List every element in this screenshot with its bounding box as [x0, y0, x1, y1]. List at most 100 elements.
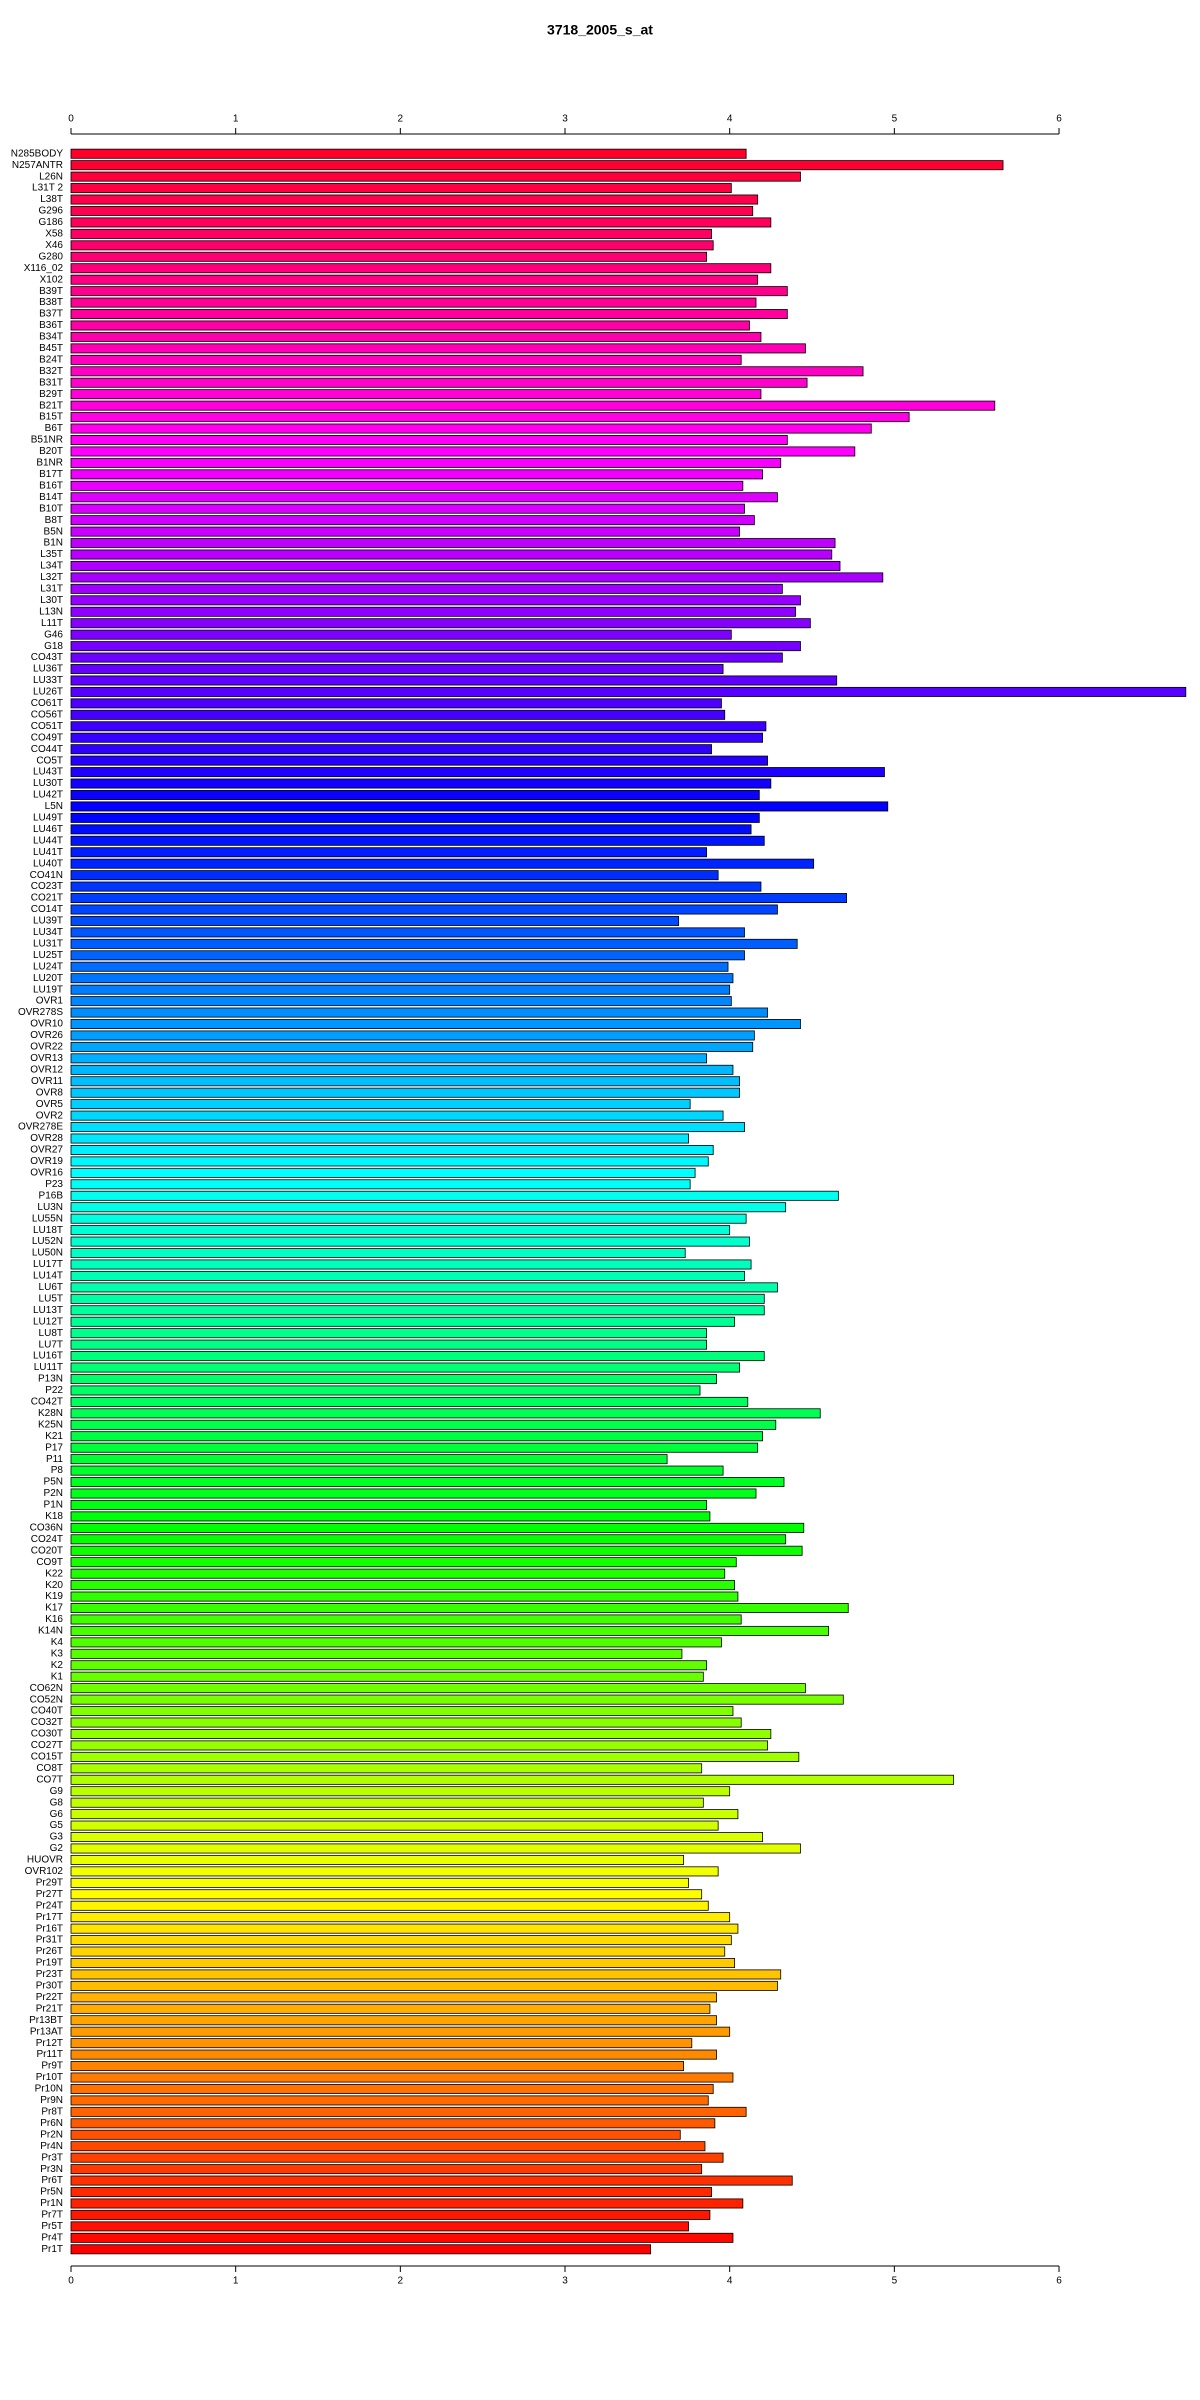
y-tick-label: OVR27 — [30, 1145, 63, 1156]
bar — [70, 595, 801, 606]
y-tick-label: P8 — [51, 1465, 64, 1476]
bar — [70, 2072, 734, 2083]
y-tick-label: G3 — [50, 1832, 64, 1843]
bar — [70, 194, 759, 205]
bar — [70, 1522, 805, 1533]
y-tick-label: P13N — [38, 1374, 63, 1385]
bar — [70, 973, 734, 984]
bar — [70, 1190, 839, 1201]
bar — [70, 228, 712, 239]
y-tick-label: CO32T — [31, 1717, 63, 1728]
bar — [70, 206, 754, 216]
bar — [70, 1637, 722, 1648]
y-tick-label: L34T — [40, 561, 63, 572]
y-tick-label: LU34T — [33, 927, 63, 938]
bar — [70, 1144, 714, 1155]
bar — [70, 1110, 724, 1121]
y-tick-label: CO5T — [36, 755, 63, 766]
y-tick-label: CO41N — [30, 870, 63, 881]
y-tick-label: CO42T — [31, 1397, 63, 1408]
bar — [70, 1225, 731, 1236]
bar — [70, 2152, 724, 2163]
y-tick-label: LU3N — [37, 1202, 63, 1213]
y-tick-label: OVR278S — [18, 1007, 63, 1018]
y-tick-label: K1 — [51, 1671, 64, 1682]
bar — [70, 1179, 691, 1190]
y-tick-label: Pr30T — [36, 1981, 63, 1992]
y-tick-label: CO14T — [31, 904, 63, 915]
y-tick-label: CO51T — [31, 721, 63, 732]
y-tick-label: CO27T — [31, 1740, 63, 1751]
bar — [70, 1122, 745, 1133]
x-tick-label: 4 — [727, 2276, 733, 2287]
bar — [70, 2015, 717, 2026]
bar — [70, 412, 910, 423]
y-tick-label: CO43T — [31, 652, 63, 663]
bar — [70, 1030, 755, 1041]
x-tick-label: 5 — [892, 2276, 898, 2287]
y-tick-label: B5N — [44, 526, 63, 537]
y-tick-label: B29T — [39, 389, 63, 400]
y-tick-label: LU17T — [33, 1259, 63, 1270]
bar — [70, 1465, 724, 1476]
y-tick-label: CO36N — [30, 1522, 63, 1533]
bar — [70, 549, 833, 560]
y-tick-label: K22 — [45, 1568, 63, 1579]
y-tick-label: K19 — [45, 1591, 63, 1602]
y-tick-label: LU26T — [33, 687, 63, 698]
bar — [70, 1958, 736, 1968]
bar — [70, 2244, 652, 2255]
y-tick-label: LU46T — [33, 824, 63, 835]
y-tick-label: LU52N — [32, 1236, 63, 1247]
bar — [70, 1683, 806, 1694]
bar — [70, 1282, 778, 1293]
bar — [70, 1133, 689, 1144]
y-tick-label: LU33T — [33, 675, 63, 686]
bar — [70, 1625, 829, 1636]
bar — [70, 1751, 800, 1762]
bar — [70, 618, 811, 629]
bar — [70, 2164, 703, 2175]
bar — [70, 183, 732, 194]
y-tick-label: B45T — [39, 343, 63, 354]
y-tick-label: CO24T — [31, 1534, 63, 1545]
bar — [70, 927, 745, 938]
bar — [70, 286, 788, 297]
y-tick-label: G5 — [50, 1820, 64, 1831]
y-tick-label: OVR12 — [30, 1064, 63, 1075]
y-tick-label: Pr24T — [36, 1900, 63, 1911]
y-tick-label: CO62N — [30, 1683, 63, 1694]
bar — [70, 847, 708, 858]
bar — [70, 1442, 759, 1453]
bar — [70, 492, 778, 503]
bar — [70, 721, 767, 732]
y-tick-label: Pr3N — [40, 2164, 63, 2175]
y-tick-label: Pr1T — [41, 2244, 63, 2255]
bar — [70, 984, 731, 995]
bar — [70, 1935, 732, 1946]
bar — [70, 1832, 764, 1843]
bar — [70, 1809, 739, 1820]
bar — [70, 1671, 704, 1682]
y-tick-label: N285BODY — [11, 148, 64, 159]
y-tick-label: LU40T — [33, 858, 63, 869]
y-tick-label: B24T — [39, 354, 63, 365]
bar — [70, 2106, 747, 2117]
bar — [70, 1545, 803, 1556]
bar — [70, 641, 801, 652]
bar — [70, 526, 740, 537]
y-tick-label: K18 — [45, 1511, 63, 1522]
y-tick-label: L26N — [39, 171, 63, 182]
bar — [70, 1454, 668, 1465]
bar — [70, 961, 729, 972]
y-tick-label: K2 — [51, 1660, 64, 1671]
y-tick-label: G9 — [50, 1786, 64, 1797]
y-tick-label: B16T — [39, 480, 63, 491]
y-tick-label: CO44T — [31, 744, 63, 755]
bar — [70, 2083, 714, 2094]
bar — [70, 1064, 734, 1075]
bar — [70, 1431, 764, 1442]
y-tick-label: B10T — [39, 503, 63, 514]
x-tick-label: 1 — [233, 114, 239, 125]
bar — [70, 572, 884, 583]
